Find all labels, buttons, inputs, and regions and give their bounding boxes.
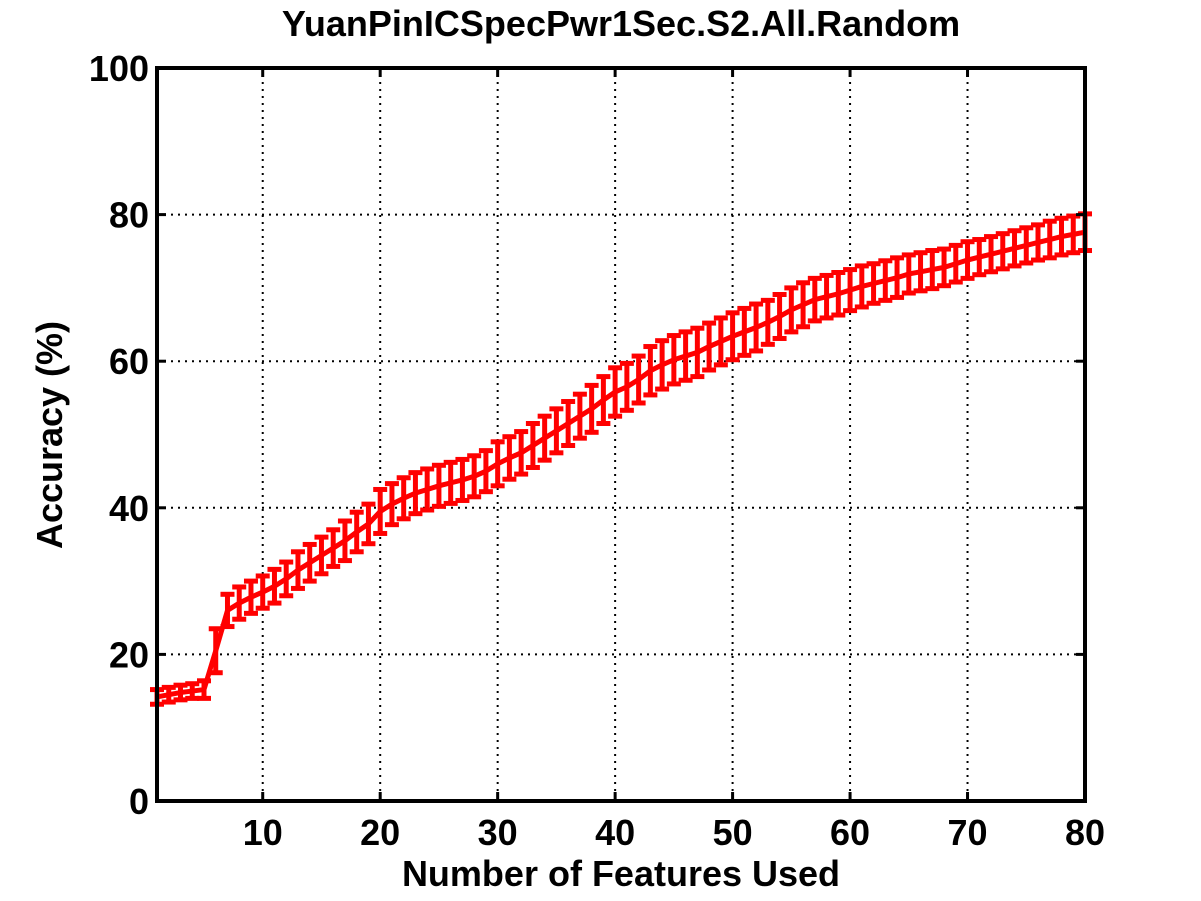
y-tick-label: 100 bbox=[89, 48, 149, 89]
y-tick-labels: 0 20 40 60 80 100 bbox=[89, 48, 149, 822]
x-tick-label: 80 bbox=[1065, 812, 1105, 853]
x-tick-label: 50 bbox=[713, 812, 753, 853]
y-tick-label: 60 bbox=[109, 341, 149, 382]
y-tick-label: 40 bbox=[109, 488, 149, 529]
data-series bbox=[156, 229, 1086, 700]
y-tick-label: 20 bbox=[109, 634, 149, 675]
x-tick-label: 40 bbox=[595, 812, 635, 853]
x-tick-label: 60 bbox=[830, 812, 870, 853]
x-tick-label: 20 bbox=[360, 812, 400, 853]
x-tick-label: 70 bbox=[948, 812, 988, 853]
x-tick-labels: 10 20 30 40 50 60 70 80 bbox=[243, 812, 1105, 853]
plot-frame bbox=[155, 66, 1087, 803]
x-tick-label: 10 bbox=[243, 812, 283, 853]
y-tick-label: 0 bbox=[129, 781, 149, 822]
series-line bbox=[156, 229, 1086, 700]
x-axis-label: Number of Features Used bbox=[402, 853, 840, 894]
x-tick-label: 30 bbox=[478, 812, 518, 853]
y-axis-label: Accuracy (%) bbox=[29, 321, 70, 549]
y-tick-label: 80 bbox=[109, 195, 149, 236]
chart-title: YuanPinICSpecPwr1Sec.S2.All.Random bbox=[282, 3, 960, 44]
axis-ticks bbox=[157, 66, 1087, 803]
